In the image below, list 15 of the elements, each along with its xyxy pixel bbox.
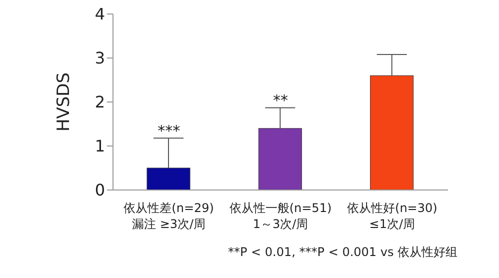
- bar: [146, 168, 190, 190]
- text: **P < 0.01, ***P < 0.001 vs 依从性好组: [228, 244, 458, 261]
- x-tick-label: 依从性一般(n=51) 1～3次/周: [229, 201, 332, 231]
- y-tick-label: 3: [94, 48, 105, 68]
- bar: [258, 128, 302, 190]
- y-tick-label: 2: [94, 92, 105, 112]
- annotation: ***: [158, 122, 181, 140]
- annotation: **: [273, 92, 288, 110]
- y-tick-label: 1: [94, 136, 105, 156]
- bar: [370, 75, 414, 190]
- y-axis-title: HVSDS: [54, 72, 74, 132]
- x-tick-label: 依从性好(n=30) ≤1次/周: [347, 201, 438, 231]
- y-tick-label: 0: [94, 180, 105, 200]
- x-tick-label: 依从性差(n=29) 漏注 ≥3次/周: [124, 201, 214, 231]
- y-tick-label: 4: [94, 4, 105, 24]
